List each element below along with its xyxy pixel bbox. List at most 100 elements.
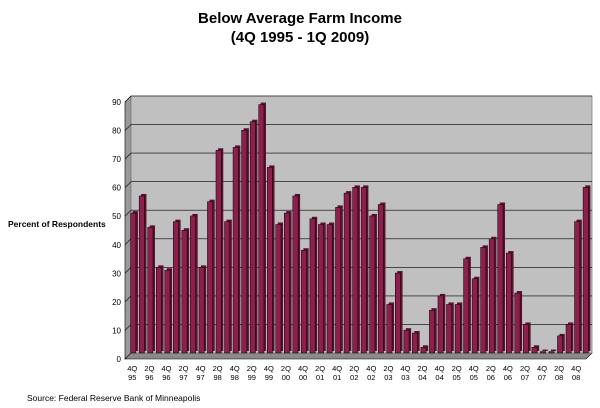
bar (369, 215, 376, 354)
x-tick-label-year: 97 (196, 373, 204, 382)
bar (309, 218, 316, 354)
y-tick-label: 0 (117, 355, 122, 364)
x-tick-label-year: 99 (248, 373, 256, 382)
bar (284, 212, 290, 354)
y-tick-label: 30 (112, 269, 121, 278)
bar (241, 130, 248, 354)
x-tick-label-quarter: 2Q (144, 364, 154, 373)
x-tick-label-quarter: 4Q (400, 364, 410, 373)
bar (548, 351, 555, 354)
chart-title: Below Average Farm Income (4Q 1995 - 1Q … (0, 9, 600, 47)
x-tick-label-quarter: 2Q (213, 364, 223, 373)
bar-shadow (542, 349, 548, 351)
bar (454, 304, 461, 354)
bar (173, 221, 179, 354)
y-tick-label: 50 (112, 212, 121, 221)
x-tick-label-quarter: 4Q (469, 364, 479, 373)
bar (352, 187, 359, 354)
bar (190, 215, 196, 354)
x-tick-label-year: 96 (145, 373, 153, 382)
plot-side-wall (124, 95, 132, 360)
x-tick-label-year: 07 (538, 373, 546, 382)
bar (412, 332, 418, 354)
bar (138, 195, 145, 354)
x-tick-label-quarter: 2Q (486, 364, 496, 373)
x-tick-label-quarter: 2Q (383, 364, 393, 373)
y-tick-label: 10 (112, 326, 121, 335)
x-tick-label-quarter: 4Q (537, 364, 547, 373)
bar (301, 249, 307, 354)
bar (437, 295, 444, 354)
bar (471, 278, 478, 354)
x-tick-label-quarter: 4Q (571, 364, 581, 373)
bar (215, 150, 222, 354)
bar (403, 329, 410, 354)
x-tick-label-year: 02 (350, 373, 358, 382)
x-tick-label-quarter: 2Q (281, 364, 291, 373)
bar (506, 252, 512, 354)
bar (318, 224, 324, 354)
bar (155, 267, 162, 354)
bar (377, 204, 384, 354)
x-tick-label-quarter: 2Q (247, 364, 257, 373)
gridline-side (124, 152, 132, 160)
bar (463, 258, 470, 354)
x-tick-label-year: 05 (470, 373, 478, 382)
x-tick-label-quarter: 4Q (196, 364, 206, 373)
bar (480, 247, 487, 354)
gridline-side (124, 295, 132, 303)
x-tick-label-quarter: 4Q (230, 364, 240, 373)
y-tick-label: 70 (112, 155, 121, 164)
x-tick-label-year: 98 (231, 373, 239, 382)
x-tick-label-quarter: 2Q (418, 364, 428, 373)
bar (360, 187, 367, 354)
bar (582, 187, 589, 354)
bar (266, 167, 273, 354)
bar (514, 292, 521, 354)
x-tick-label-year: 01 (333, 373, 341, 382)
x-tick-label-year: 02 (367, 373, 375, 382)
bar (326, 224, 333, 354)
bar (275, 224, 282, 354)
bar (523, 324, 529, 354)
bar (335, 207, 342, 354)
gridline-side (124, 238, 132, 245)
x-tick-label-year: 98 (213, 373, 221, 382)
x-tick-label-quarter: 4Q (503, 364, 513, 373)
x-tick-label-quarter: 2Q (520, 364, 530, 373)
gridline-side (124, 124, 132, 131)
bar (181, 229, 188, 354)
bar (557, 335, 564, 354)
x-tick-label-quarter: 4Q (264, 364, 274, 373)
x-tick-label-year: 07 (521, 373, 529, 382)
bar (258, 104, 265, 354)
x-tick-label-year: 04 (418, 373, 426, 382)
y-tick-label: 80 (112, 127, 121, 136)
bar (497, 204, 504, 354)
x-tick-label-year: 03 (401, 373, 409, 382)
bar (292, 195, 299, 354)
x-tick-label-quarter: 2Q (349, 364, 359, 373)
x-tick-label-year: 01 (316, 373, 324, 382)
bar (198, 267, 205, 354)
x-tick-label-year: 08 (572, 373, 580, 382)
y-tick-label: 90 (112, 98, 121, 107)
x-tick-label-quarter: 4Q (298, 364, 308, 373)
x-tick-label-year: 05 (453, 373, 461, 382)
bar (574, 221, 581, 354)
chart-title-line: Below Average Farm Income (198, 10, 402, 27)
x-tick-label-year: 04 (435, 373, 443, 382)
x-tick-label-quarter: 4Q (332, 364, 342, 373)
bar (565, 324, 572, 354)
x-tick-label-quarter: 4Q (366, 364, 376, 373)
x-tick-label-quarter: 2Q (178, 364, 188, 373)
gridline-side (124, 181, 132, 188)
x-tick-label-quarter: 4Q (161, 364, 171, 373)
bar (147, 227, 154, 354)
bar (207, 201, 213, 354)
bar (395, 272, 401, 354)
bar (249, 121, 256, 354)
x-tick-label-quarter: 4Q (435, 364, 445, 373)
bar (540, 351, 546, 354)
